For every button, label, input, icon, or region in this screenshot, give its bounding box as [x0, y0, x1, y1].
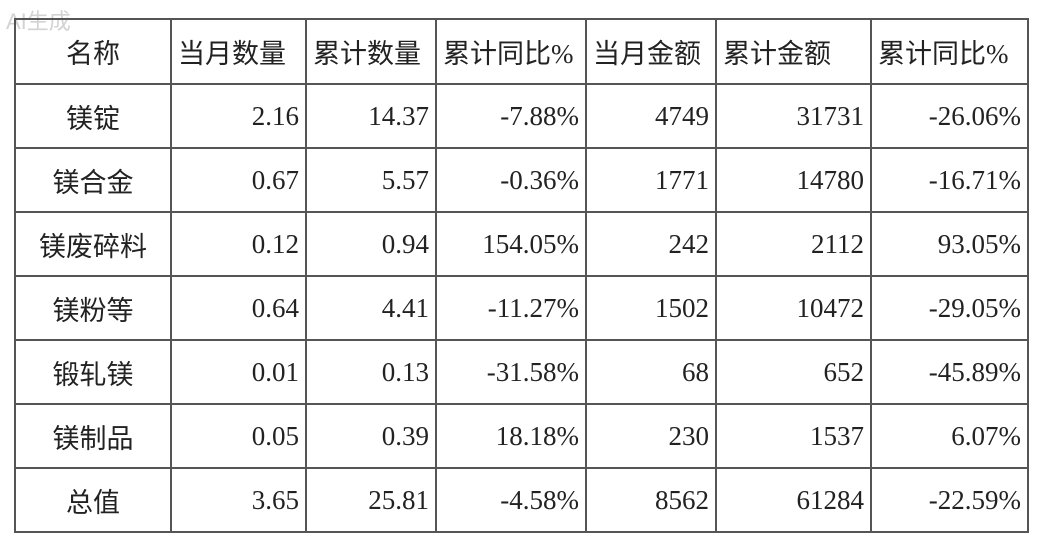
table-cell: 0.05 — [170, 403, 307, 469]
table-cell: 0.39 — [305, 403, 437, 469]
table-cell: -16.71% — [870, 147, 1029, 213]
table-cell: 8562 — [585, 467, 717, 533]
table-cell: 1537 — [715, 403, 872, 469]
row-label: 镁制品 — [14, 403, 172, 469]
table-cell: 3.65 — [170, 467, 307, 533]
table-cell: 4749 — [585, 83, 717, 149]
header-cell: 累计数量 — [305, 18, 437, 85]
header-cell: 累计同比% — [870, 18, 1029, 85]
table-cell: -45.89% — [870, 339, 1029, 405]
header-cell: 累计同比% — [435, 18, 587, 85]
row-label: 锻轧镁 — [14, 339, 172, 405]
table-cell: 0.67 — [170, 147, 307, 213]
table-cell: -22.59% — [870, 467, 1029, 533]
data-table: 名称 当月数量 累计数量 累计同比% 当月金额 累计金额 累计同比% 镁锭 2.16 14.37-… — [14, 18, 1029, 533]
table-cell: 0.64 — [170, 275, 307, 341]
table-cell: 93.05% — [870, 211, 1029, 277]
table-cell: 230 — [585, 403, 717, 469]
table-cell: 6.07% — [870, 403, 1029, 469]
table-cell: 154.05% — [435, 211, 587, 277]
header-cell: 名称 — [14, 18, 172, 85]
table-cell: 68 — [585, 339, 717, 405]
row-label: 镁废碎料 — [14, 211, 172, 277]
table-cell: 0.12 — [170, 211, 307, 277]
table-row: 镁合金 0.67 5.57 -0.36% 1771 14780 -16.71% — [14, 147, 1029, 213]
table-cell: -26.06% — [870, 83, 1029, 149]
table-row: 镁粉等 0.64 4.41 -11.27% 1502 10472 -29.05% — [14, 275, 1029, 341]
table-row: 镁锭 2.16 14.37 -7.88% 4749 31731 -26.06% — [14, 83, 1029, 149]
table-cell: 242 — [585, 211, 717, 277]
table-cell: 1771 — [585, 147, 717, 213]
row-label: 总值 — [14, 467, 172, 533]
row-label: 镁锭 — [14, 83, 172, 149]
table-cell: 0.94 — [305, 211, 437, 277]
header-cell: 当月金额 — [585, 18, 717, 85]
table-cell: 2112 — [715, 211, 872, 277]
table-cell: -7.88% — [435, 83, 587, 149]
table-row: 总值 3.65 25.81 -4.58% 8562 61284 -22.59% — [14, 467, 1029, 533]
table-row: 锻轧镁 0.01 0.13 -31.58% 68 652 -45.89% — [14, 339, 1029, 405]
table-cell: -31.58% — [435, 339, 587, 405]
table-cell: -0.36% — [435, 147, 587, 213]
table-cell: 14.37 — [305, 83, 437, 149]
table-cell: 1502 — [585, 275, 717, 341]
table-cell: -29.05% — [870, 275, 1029, 341]
table-cell: 0.01 — [170, 339, 307, 405]
header-cell: 累计金额 — [715, 18, 872, 85]
table-cell: 25.81 — [305, 467, 437, 533]
table-row: 镁废碎料 0.12 0.94 154.05% 242 2112 93.05% — [14, 211, 1029, 277]
header-row: 名称 当月数量 累计数量 累计同比% 当月金额 累计金额 累计同比% — [14, 18, 1029, 85]
table-cell: 61284 — [715, 467, 872, 533]
table-cell: 14780 — [715, 147, 872, 213]
table-cell: -4.58% — [435, 467, 587, 533]
header-cell: 当月数量 — [170, 18, 307, 85]
table-cell: 31731 — [715, 83, 872, 149]
row-label: 镁合金 — [14, 147, 172, 213]
table-cell: 18.18% — [435, 403, 587, 469]
table-cell: 652 — [715, 339, 872, 405]
row-label: 镁粉等 — [14, 275, 172, 341]
table-cell: -11.27% — [435, 275, 587, 341]
table-cell: 5.57 — [305, 147, 437, 213]
table-cell: 4.41 — [305, 275, 437, 341]
table-cell: 2.16 — [170, 83, 307, 149]
table-cell: 10472 — [715, 275, 872, 341]
table-row: 镁制品 0.05 0.39 18.18% 230 1537 6.07% — [14, 403, 1029, 469]
table-cell: 0.13 — [305, 339, 437, 405]
